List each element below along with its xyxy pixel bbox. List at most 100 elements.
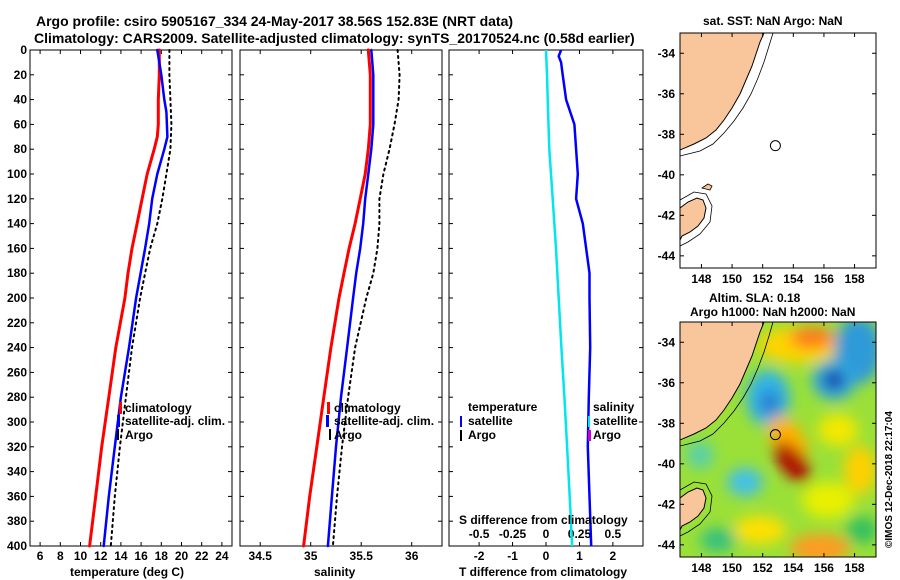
map-lat-label: -44 (658, 249, 676, 263)
map-lon-label: 156 (814, 272, 834, 286)
title-line-1: Argo profile: csiro 5905167_334 24-May-2… (36, 13, 513, 29)
x-tick-label: 10 (74, 549, 88, 563)
salinity-plot-frame (239, 49, 443, 547)
legend-salinity: salinity (593, 400, 635, 414)
legend-argo-swatch (117, 429, 119, 440)
s-tick-label: 0 (543, 527, 550, 541)
map-lon-label: 152 (753, 561, 773, 575)
x-tick-label: 24 (215, 549, 229, 563)
map-lon-label: 152 (753, 272, 773, 286)
legend-s-argo-swatch (588, 430, 591, 441)
difference-legend: temperature satellite Argo salinity sate… (460, 400, 638, 442)
series-temperature-satellite (544, 49, 574, 547)
series-climatology (302, 48, 372, 548)
series-salinity-satellite (557, 49, 593, 547)
x-tick-label: 0 (543, 549, 550, 563)
legend-satellite-swatch (326, 415, 329, 427)
series-climatology (88, 48, 161, 548)
legend-s-satellite: satellite (593, 414, 638, 428)
legend-t-argo-swatch (460, 430, 462, 441)
salinity-legend: climatology satellite-adj. clim. Argo (326, 401, 434, 442)
map-lat-label: -44 (658, 538, 676, 552)
depth-tick-label: 180 (7, 266, 27, 280)
x-tick-label: 16 (134, 549, 148, 563)
x-tick-label: 1 (576, 549, 583, 563)
x-tick-label: 18 (155, 549, 169, 563)
depth-tick-label: 220 (7, 316, 27, 330)
depth-tick-label: 60 (14, 117, 28, 131)
map-lon-label: 148 (691, 561, 711, 575)
depth-tick-label: 240 (7, 341, 27, 355)
legend-climatology: climatology (125, 401, 192, 415)
temperature-xlabel: temperature (deg C) (70, 565, 184, 579)
sla-map-title-2: Argo h1000: NaN h2000: NaN (690, 305, 855, 319)
x-tick-label: 6 (37, 549, 44, 563)
depth-tick-label: 80 (14, 142, 28, 156)
x-tick-label: 35.5 (350, 549, 374, 563)
depth-tick-label: 300 (7, 415, 27, 429)
x-tick-label: 20 (175, 549, 189, 563)
legend-argo: Argo (125, 428, 153, 442)
sla-map-mainland (680, 322, 765, 441)
x-tick-label: 34.5 (249, 549, 273, 563)
map-lon-label: 150 (722, 272, 742, 286)
map-lon-label: 154 (783, 272, 803, 286)
depth-tick-label: 340 (7, 465, 27, 479)
map-lon-label: 150 (722, 561, 742, 575)
map-lon-label: 148 (691, 272, 711, 286)
depth-tick-label: 120 (7, 192, 27, 206)
depth-tick-label: 140 (7, 217, 27, 231)
title-line-2: Climatology: CARS2009. Satellite-adjuste… (34, 30, 635, 46)
sst-map-frame (679, 32, 877, 269)
difference-xlabel: T difference from climatology (459, 565, 627, 579)
depth-tick-label: 100 (7, 167, 27, 181)
map-lat-label: -36 (658, 87, 676, 101)
map-lat-label: -40 (658, 168, 676, 182)
sla-map-tasmania (680, 487, 707, 531)
depth-tick-label: 20 (14, 68, 28, 82)
sst-map-mainland (680, 33, 765, 151)
legend-climatology-swatch (119, 402, 122, 414)
x-tick-label: 2 (610, 549, 617, 563)
salinity-xlabel: salinity (314, 565, 356, 579)
legend-satellite-adj: satellite-adj. clim. (125, 414, 225, 428)
s-tick-label: 0.5 (605, 527, 622, 541)
difference-plot: -2 -1 0 1 2 -0.5 -0.25 0 0.25 0.5 (469, 49, 622, 563)
legend-argo: Argo (334, 428, 362, 442)
legend-temperature: temperature (468, 400, 538, 414)
depth-tick-label: 160 (7, 241, 27, 255)
legend-t-satellite: satellite (468, 414, 513, 428)
sla-map-frame (679, 321, 877, 558)
legend-climatology-swatch (327, 402, 330, 414)
series-satellite-adj-clim (326, 48, 375, 548)
map-lon-label: 158 (845, 561, 865, 575)
legend-s-satellite-swatch (588, 416, 590, 427)
depth-tick-label: 0 (20, 43, 27, 57)
depth-tick-label: 320 (7, 440, 27, 454)
sla-map-profile-marker (769, 429, 781, 441)
sst-map-tasmania (680, 197, 707, 241)
temperature-legend: climatology satellite-adj. clim. Argo (117, 401, 225, 442)
sst-map (680, 33, 876, 268)
map-lat-label: -38 (658, 127, 676, 141)
map-lat-label: -42 (658, 497, 676, 511)
x-tick-label: 8 (57, 549, 64, 563)
map-lat-label: -36 (658, 376, 676, 390)
sst-map-axes: -34 -36 -38 -40 -42 -44 148 150 152 154 156 158 (658, 33, 876, 286)
map-lon-label: 158 (845, 272, 865, 286)
map-lat-label: -38 (658, 416, 676, 430)
s-tick-label: 0.25 (568, 527, 592, 541)
map-lat-label: -34 (658, 335, 676, 349)
depth-tick-label: 360 (7, 489, 27, 503)
depth-tick-label: 260 (7, 365, 27, 379)
temperature-plot-frame (29, 49, 233, 547)
salinity-plot: 34.5 35 35.5 36 (249, 48, 419, 563)
legend-climatology: climatology (334, 401, 401, 415)
s-tick-label: -0.5 (469, 527, 490, 541)
legend-argo-swatch (329, 429, 331, 440)
difference-xlabel-salinity: S difference from climatology (459, 513, 628, 527)
sla-map (680, 322, 876, 557)
s-tick-label: -0.25 (499, 527, 527, 541)
depth-tick-label: 200 (7, 291, 27, 305)
